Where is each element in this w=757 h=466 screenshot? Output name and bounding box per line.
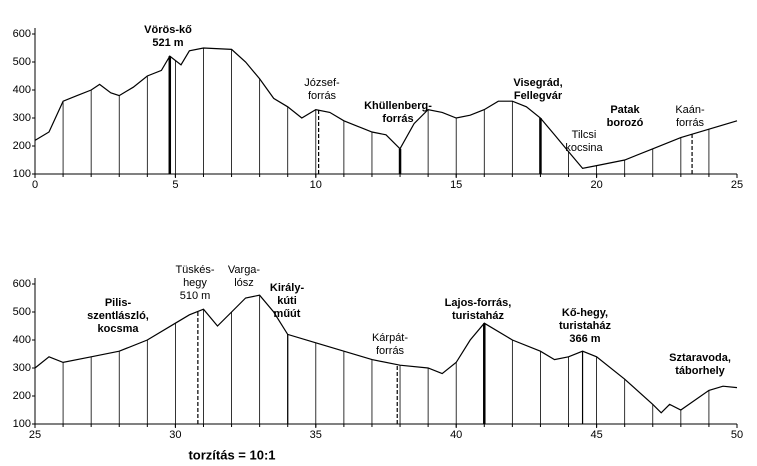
annotation: műút xyxy=(274,308,301,320)
x-tick-label: 25 xyxy=(731,179,743,191)
x-tick-label: 15 xyxy=(450,179,462,191)
y-tick-label: 500 xyxy=(13,56,31,68)
x-tick-label: 30 xyxy=(169,429,181,441)
annotation: turistaház xyxy=(559,320,611,332)
x-tick-label: 25 xyxy=(29,429,41,441)
annotation: lósz xyxy=(234,277,254,289)
y-tick-label: 200 xyxy=(13,390,31,402)
annotation: hegy xyxy=(183,277,207,289)
annotation: táborhely xyxy=(675,365,725,377)
annotation: Vörös-kő xyxy=(144,24,192,36)
x-tick-label: 50 xyxy=(731,429,743,441)
annotation: 521 m xyxy=(152,37,183,49)
y-tick-label: 600 xyxy=(13,28,31,40)
annotation: Kő-hegy, xyxy=(562,307,608,319)
annotation: Fellegvár xyxy=(514,90,563,102)
annotation: Király- xyxy=(270,282,305,294)
annotation: turistaház xyxy=(452,310,504,322)
x-tick-label: 35 xyxy=(310,429,322,441)
annotation: Kaán- xyxy=(675,104,705,116)
annotation: József- xyxy=(304,77,340,89)
annotation: Lajos-forrás, xyxy=(445,297,512,309)
y-tick-label: 300 xyxy=(13,362,31,374)
y-tick-label: 500 xyxy=(13,306,31,318)
annotation: 366 m xyxy=(569,333,600,345)
annotation: Kárpát- xyxy=(372,332,408,344)
y-tick-label: 100 xyxy=(13,418,31,430)
annotation: Patak xyxy=(610,104,640,116)
elevation-profile xyxy=(34,47,738,170)
footer: torzítás = 10:1 xyxy=(188,447,275,462)
y-tick-label: 200 xyxy=(13,140,31,152)
annotation: szentlászló, xyxy=(87,310,149,322)
x-tick-label: 5 xyxy=(172,179,178,191)
x-tick-label: 10 xyxy=(310,179,322,191)
annotation: Tüskés- xyxy=(175,264,214,276)
annotation: kocsma xyxy=(98,323,140,335)
y-tick-label: 300 xyxy=(13,112,31,124)
annotation: forrás xyxy=(676,117,705,129)
annotation: kúti xyxy=(277,295,297,307)
elevation-profile xyxy=(34,294,738,414)
x-tick-label: 0 xyxy=(32,179,38,191)
annotation: borozó xyxy=(607,117,644,129)
annotation: forrás xyxy=(382,113,413,125)
y-tick-label: 400 xyxy=(13,84,31,96)
y-tick-label: 100 xyxy=(13,168,31,180)
annotation: kocsina xyxy=(565,142,603,154)
annotation: forrás xyxy=(308,90,337,102)
y-tick-label: 600 xyxy=(13,278,31,290)
x-tick-label: 20 xyxy=(590,179,602,191)
annotation: Sztaravoda, xyxy=(669,352,731,364)
annotation: Varga- xyxy=(228,264,261,276)
annotation: forrás xyxy=(376,345,405,357)
x-tick-label: 45 xyxy=(590,429,602,441)
x-tick-label: 40 xyxy=(450,429,462,441)
annotation: 510 m xyxy=(180,290,211,302)
annotation: Tilcsi xyxy=(572,129,597,141)
annotation: Visegrád, xyxy=(513,77,562,89)
annotation: Pilis- xyxy=(105,297,132,309)
y-tick-label: 400 xyxy=(13,334,31,346)
annotation: Khüllenberg- xyxy=(364,100,432,112)
